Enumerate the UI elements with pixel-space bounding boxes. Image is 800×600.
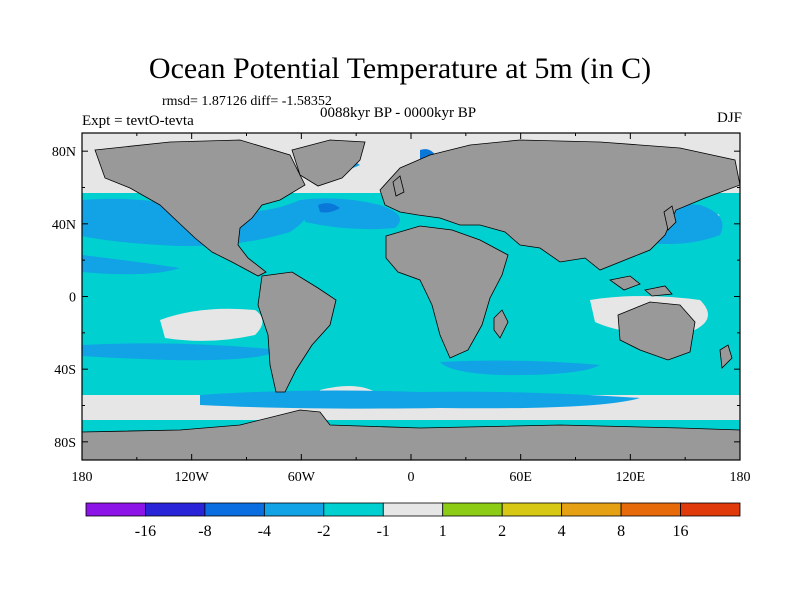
- land-africa: [385, 225, 509, 359]
- lat-tick-label: 40S: [54, 363, 76, 378]
- colorbar-label: 2: [498, 523, 506, 540]
- colorbar-swatch: [263, 502, 325, 517]
- colorbar-swatch: [561, 502, 622, 517]
- colorbar-label: -8: [198, 523, 211, 540]
- season-label: DJF: [716, 110, 742, 126]
- lat-tick-label: 40N: [52, 218, 76, 233]
- colorbar-swatch: [501, 502, 563, 517]
- colorbar-label: 4: [558, 523, 566, 540]
- colorbar-label: 8: [617, 523, 625, 540]
- colorbar-swatch: [204, 502, 265, 517]
- land-indonesia: [609, 275, 641, 291]
- lon-tick-label: 60E: [509, 470, 532, 485]
- land-australia: [617, 301, 696, 361]
- land-eurasia: [379, 139, 740, 271]
- colorbar-swatch: [85, 502, 146, 517]
- colorbar-label: -16: [135, 523, 156, 540]
- lon-tick-label: 180: [730, 470, 751, 485]
- map-title: Ocean Potential Temperature at 5m (in C): [148, 52, 652, 85]
- land-british-isles: [392, 175, 405, 197]
- axis-ticks: [81, 133, 741, 460]
- colorbar-label: -2: [317, 523, 330, 540]
- colorbar-swatch: [382, 502, 444, 517]
- lon-tick-label: 120E: [616, 470, 646, 485]
- colorbar-swatch: [323, 502, 384, 517]
- colorbar-swatch: [145, 502, 206, 517]
- land-japan: [663, 205, 677, 231]
- colorbar-swatch: [620, 502, 681, 517]
- lat-tick-label: 0: [69, 291, 76, 306]
- colorbar: -16 -8 -4 -2 -1 1 2 4 8 16: [85, 502, 741, 540]
- colorbar-swatch: [680, 502, 741, 517]
- colorbar-label: 1: [439, 523, 447, 540]
- lon-tick-label: 180: [72, 470, 93, 485]
- colorbar-label: -1: [377, 523, 390, 540]
- land-north-america: [94, 139, 306, 277]
- land-greenland: [291, 139, 366, 187]
- experiment-label: Expt = tevtO-tevta: [82, 113, 194, 129]
- axis-labels: 180 120W 60W 0 60E 120E 180 80N 40N 0 40S 80S: [52, 145, 751, 485]
- land-new-zealand: [719, 344, 733, 369]
- lat-tick-label: 80S: [54, 436, 76, 451]
- land-madagascar: [493, 309, 509, 339]
- lon-tick-label: 60W: [288, 470, 316, 485]
- land-masses: [82, 139, 740, 460]
- map-plot-area: [82, 133, 740, 460]
- colorbar-swatch: [442, 502, 503, 517]
- colorbar-label: 16: [673, 523, 689, 540]
- lon-tick-label: 0: [408, 470, 415, 485]
- rmsd-diff-stats: rmsd= 1.87126 diff= -1.58352: [162, 94, 332, 109]
- colorbar-label: -4: [258, 523, 271, 540]
- lat-tick-label: 80N: [52, 145, 76, 160]
- land-south-america: [257, 271, 337, 393]
- period-label: 0088kyr BP - 0000kyr BP: [320, 105, 477, 121]
- lon-tick-label: 120W: [175, 470, 210, 485]
- land-antarctica: [82, 409, 740, 460]
